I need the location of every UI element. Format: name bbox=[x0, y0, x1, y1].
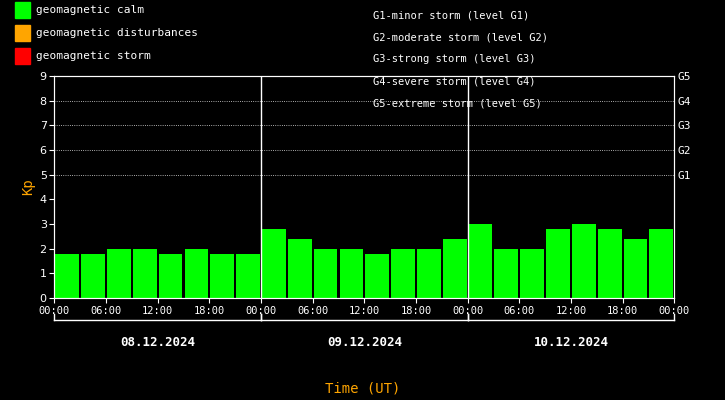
Bar bbox=[339, 249, 363, 298]
Text: G1-minor storm (level G1): G1-minor storm (level G1) bbox=[373, 10, 530, 20]
Bar bbox=[546, 229, 570, 298]
Bar bbox=[185, 249, 208, 298]
Bar bbox=[107, 249, 130, 298]
Text: 09.12.2024: 09.12.2024 bbox=[327, 336, 402, 349]
Bar bbox=[443, 239, 467, 298]
Y-axis label: Kp: Kp bbox=[22, 179, 36, 195]
Bar bbox=[494, 249, 518, 298]
Bar bbox=[624, 239, 647, 298]
Text: G2-moderate storm (level G2): G2-moderate storm (level G2) bbox=[373, 32, 548, 42]
Bar bbox=[262, 229, 286, 298]
Bar bbox=[598, 229, 621, 298]
Text: G4-severe storm (level G4): G4-severe storm (level G4) bbox=[373, 76, 536, 86]
Bar bbox=[55, 254, 79, 298]
Text: 08.12.2024: 08.12.2024 bbox=[120, 336, 195, 349]
Bar bbox=[314, 249, 337, 298]
Bar bbox=[521, 249, 544, 298]
Bar bbox=[288, 239, 312, 298]
Bar bbox=[468, 224, 492, 298]
Text: 10.12.2024: 10.12.2024 bbox=[534, 336, 608, 349]
Bar bbox=[210, 254, 234, 298]
Text: G5-extreme storm (level G5): G5-extreme storm (level G5) bbox=[373, 98, 542, 108]
Bar bbox=[133, 249, 157, 298]
Bar bbox=[392, 249, 415, 298]
Text: geomagnetic disturbances: geomagnetic disturbances bbox=[36, 28, 198, 38]
Bar bbox=[365, 254, 389, 298]
Text: Time (UT): Time (UT) bbox=[325, 381, 400, 395]
Text: G3-strong storm (level G3): G3-strong storm (level G3) bbox=[373, 54, 536, 64]
Bar bbox=[236, 254, 260, 298]
Bar bbox=[159, 254, 183, 298]
Text: geomagnetic storm: geomagnetic storm bbox=[36, 51, 151, 61]
Bar bbox=[650, 229, 674, 298]
Text: geomagnetic calm: geomagnetic calm bbox=[36, 5, 144, 15]
Bar bbox=[572, 224, 596, 298]
Bar bbox=[81, 254, 105, 298]
Bar bbox=[417, 249, 441, 298]
